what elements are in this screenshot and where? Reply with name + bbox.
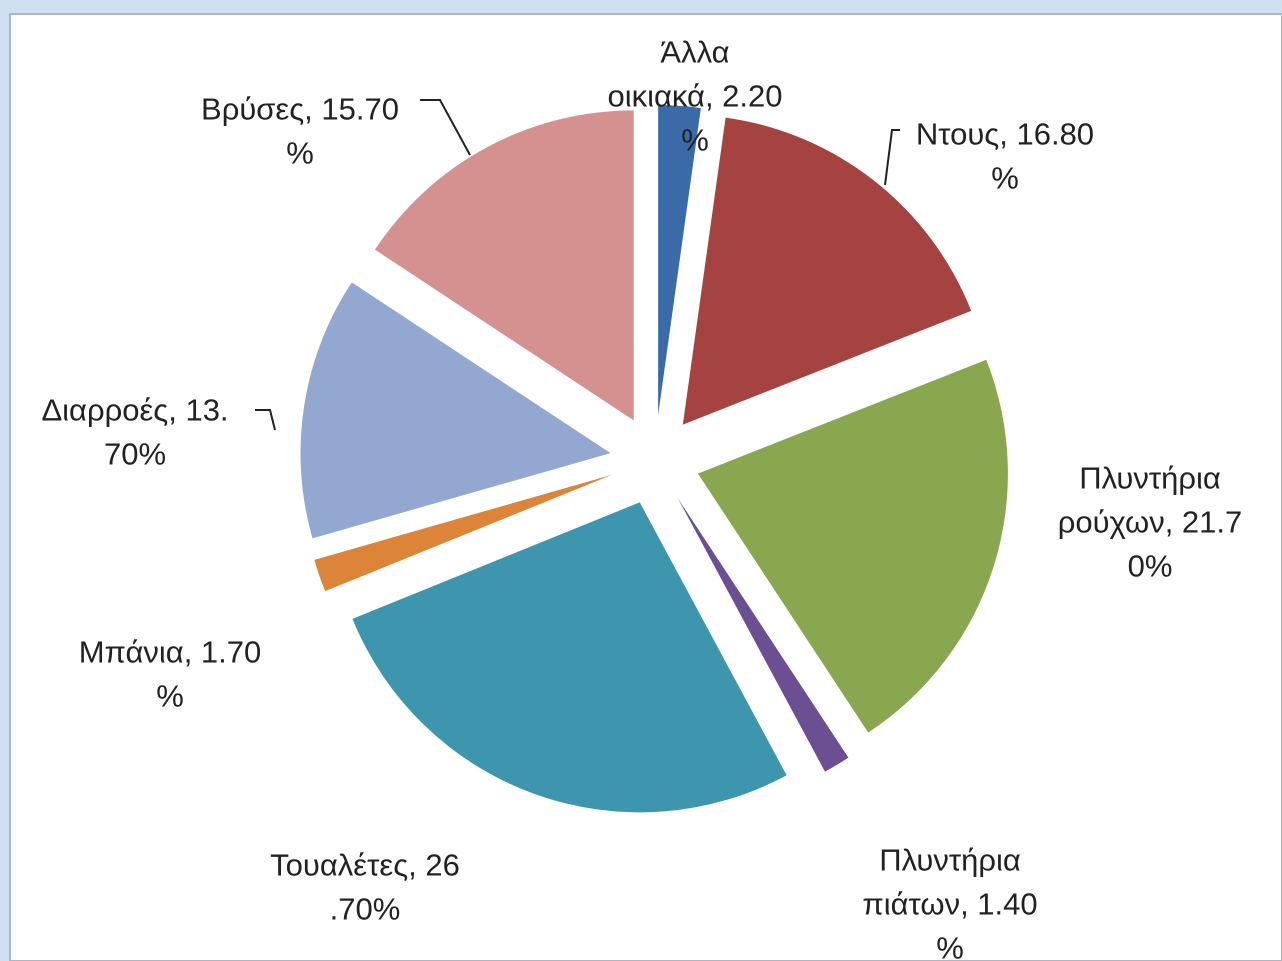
data-label: Βρύσες, 15.70% bbox=[201, 91, 399, 170]
pie-slice bbox=[314, 474, 613, 592]
pie-slice bbox=[678, 498, 849, 772]
data-label: Άλλα οικιακά, 2.20% bbox=[607, 34, 782, 157]
pie-slice bbox=[697, 359, 1008, 733]
leader-line bbox=[255, 409, 276, 431]
data-label: Μπάνια, 1.70% bbox=[79, 634, 262, 713]
leader-line bbox=[884, 129, 900, 186]
pie-slice bbox=[658, 105, 701, 416]
data-label: Τουαλέτες, 26.70% bbox=[270, 847, 460, 926]
pie-slice bbox=[352, 502, 787, 813]
data-label: Διαρροές, 13. 70% bbox=[41, 392, 228, 471]
pie-slice bbox=[300, 282, 611, 539]
pie-slice bbox=[682, 117, 972, 425]
data-label: Πλυντήρια πιάτων, 1.40% bbox=[862, 842, 1037, 961]
data-label: Ντους, 16.80% bbox=[916, 116, 1094, 195]
leader-line bbox=[420, 99, 471, 156]
pie-slice bbox=[374, 110, 634, 421]
data-label: Πλυντήρια ρούχων, 21.7 0% bbox=[1058, 460, 1243, 583]
